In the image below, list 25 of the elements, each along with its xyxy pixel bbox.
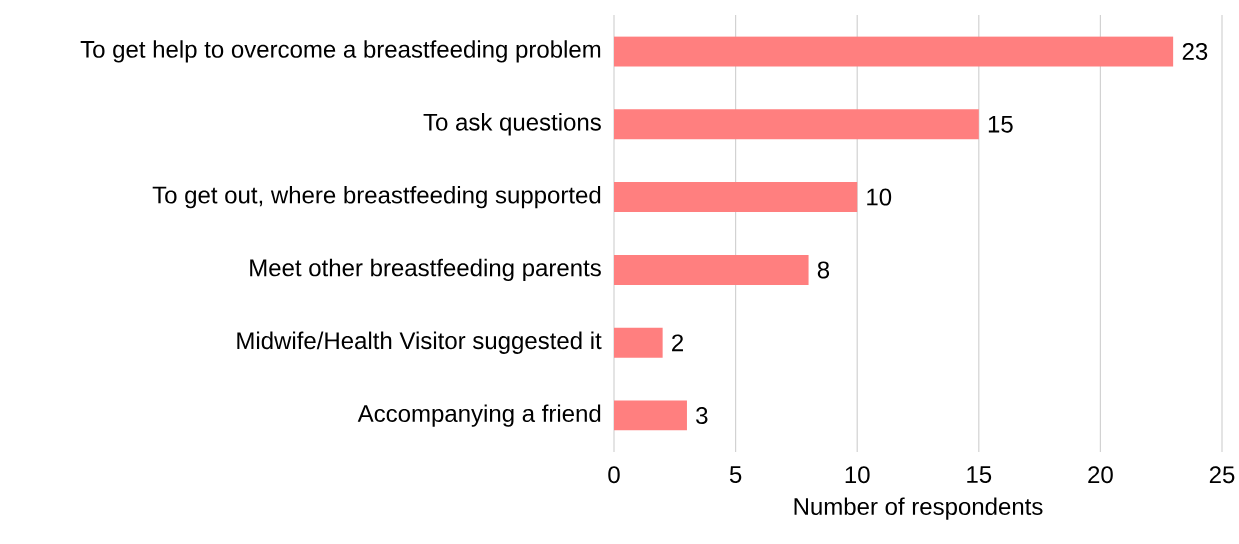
y-tick-label: To get help to overcome a breastfeeding problem — [80, 40, 601, 63]
data-label: 23 — [1182, 42, 1208, 60]
y-tick-label: Meet other breastfeeding parents — [250, 258, 601, 282]
bar — [614, 182, 858, 213]
x-tick-label: 0 — [608, 466, 620, 484]
x-tick-label: 25 — [1209, 466, 1235, 484]
x-tick-label: 5 — [729, 466, 742, 483]
x-tick-label: 15 — [967, 466, 992, 483]
y-tick-label: To ask questions — [423, 113, 601, 136]
data-label: 2 — [672, 334, 683, 352]
data-label: 10 — [867, 188, 892, 206]
y-tick-label: Midwife/Health Visitor suggested it — [237, 331, 602, 354]
bar — [614, 327, 663, 358]
bar — [614, 36, 1174, 67]
x-tick-label: 10 — [845, 466, 870, 484]
y-tick-label: To get out, where breastfeeding supported — [152, 185, 601, 209]
bar — [614, 109, 979, 140]
bar — [614, 400, 687, 431]
x-tick-label: 20 — [1088, 466, 1113, 484]
y-tick-label: Accompanying a friend — [357, 404, 601, 427]
bar — [614, 254, 809, 285]
data-label: 15 — [988, 115, 1013, 133]
data-label: 8 — [817, 261, 830, 279]
x-axis-title: Number of respondents — [794, 497, 1043, 520]
data-label: 3 — [696, 407, 708, 425]
